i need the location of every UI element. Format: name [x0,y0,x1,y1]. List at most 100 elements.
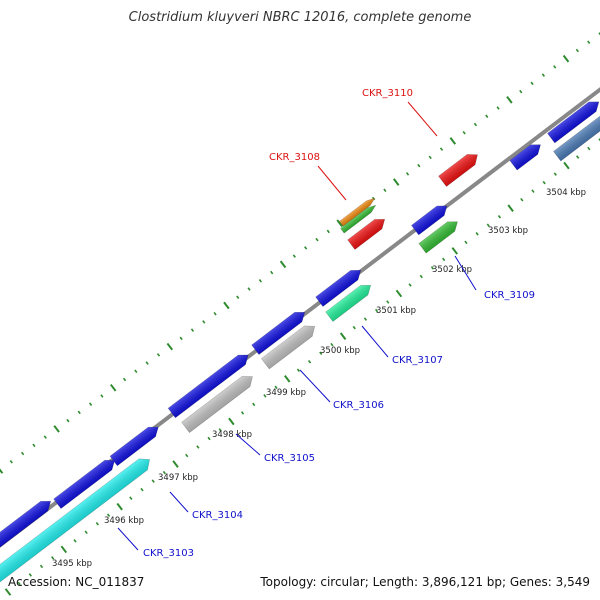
tick-mark [140,487,144,492]
tick-mark [196,445,200,449]
tick-mark [506,96,513,104]
tick-mark [296,368,301,373]
tick-mark [442,257,446,262]
gene-label: CKR_3103 [143,548,194,559]
inner-tick-ring [4,138,600,596]
gene-label: CKR_3106 [333,400,384,411]
tick-mark [60,545,68,554]
tick-mark [462,130,466,135]
tick-mark [223,301,230,310]
tick-mark [464,240,468,245]
tick-mark [598,138,600,142]
gene-shading [261,325,315,369]
tick-mark [319,351,323,355]
gene-feature [53,459,116,509]
tick-mark [553,172,557,176]
gene-shading [315,270,361,307]
gene-shading [251,312,305,355]
gene-label-leader [454,255,477,291]
tick-mark [419,274,423,279]
tick-mark [263,394,267,398]
gene-feature [109,426,159,467]
tick-mark [587,146,591,151]
gene-feature [0,458,151,587]
gene-shading [347,219,385,250]
tick-mark [315,237,319,242]
tick-mark [43,435,47,439]
gene-shading [110,427,159,466]
tick-mark [172,460,179,468]
tick-mark [151,479,155,483]
tick-mark [207,436,211,441]
tick-mark [428,155,432,160]
tick-mark [202,320,206,324]
tick-label: 3496 kbp [104,516,144,526]
map-title: Clostridium kluyveri NBRC 12016, complet… [128,10,472,25]
gene-label: CKR_3110 [362,88,413,99]
gene-feature [167,354,249,419]
genome-summary: Topology: circular; Length: 3,896,121 bp… [260,575,590,589]
tick-mark [336,219,343,227]
tick-mark [562,54,570,63]
tick-label: 3501 kbp [376,306,416,316]
tick-mark [145,361,149,365]
gene-feature [181,375,253,433]
gene-label-leader [169,491,189,513]
tick-mark [77,410,81,415]
gene-label-leader [361,325,389,358]
gene-shading [53,460,115,509]
tick-mark [4,588,12,596]
gene-shading [0,501,51,550]
tick-mark [32,443,36,448]
gene-feature [325,284,372,322]
tick-mark [339,332,347,340]
tick-mark [190,328,195,332]
tick-mark [95,522,99,526]
tick-mark [530,81,534,86]
tick-mark [531,189,535,193]
tick-mark [383,188,387,193]
tick-mark [541,73,546,77]
tick-mark [179,336,183,341]
gene-shading [411,205,447,235]
tick-mark [352,325,356,330]
gene-shading [340,205,376,234]
gene-feature [260,325,316,370]
tick-mark [39,564,44,569]
tick-mark [106,513,111,518]
tick-mark [576,155,580,159]
tick-mark [374,308,379,313]
tick-mark [166,342,174,351]
tick-label: 3502 kbp [432,265,472,275]
tick-mark [247,287,251,291]
gene-labels: CKR_3103 CKR_3104 CKR_3105 CKR_3106 CKR_3107… [117,88,535,559]
tick-mark [88,402,93,406]
tick-mark [553,65,557,69]
tick-mark [218,428,222,432]
gene-label: CKR_3109 [484,290,535,301]
gene-label: CKR_3104 [192,510,243,521]
gene-feature [553,113,600,162]
tick-mark [162,470,166,475]
tick-mark [109,383,117,392]
tick-mark [330,342,334,347]
gene-shading [168,354,249,418]
tick-mark [507,204,514,213]
tick-mark [408,283,412,287]
outer-tick-ring [0,32,600,474]
gene-feature [438,154,478,187]
tick-mark [485,114,489,119]
gene-shading [547,101,599,143]
tick-mark [9,460,13,464]
tick-mark [258,279,262,283]
gene-label-leader [235,433,261,456]
gene-track [0,101,600,587]
tick-mark [292,254,296,258]
tick-mark [497,214,502,219]
tick-mark [563,161,570,170]
gene-feature [251,311,306,355]
tick-mark [405,172,410,176]
tick-mark [417,163,421,168]
tick-mark [274,385,278,390]
tick-mark [134,369,138,374]
